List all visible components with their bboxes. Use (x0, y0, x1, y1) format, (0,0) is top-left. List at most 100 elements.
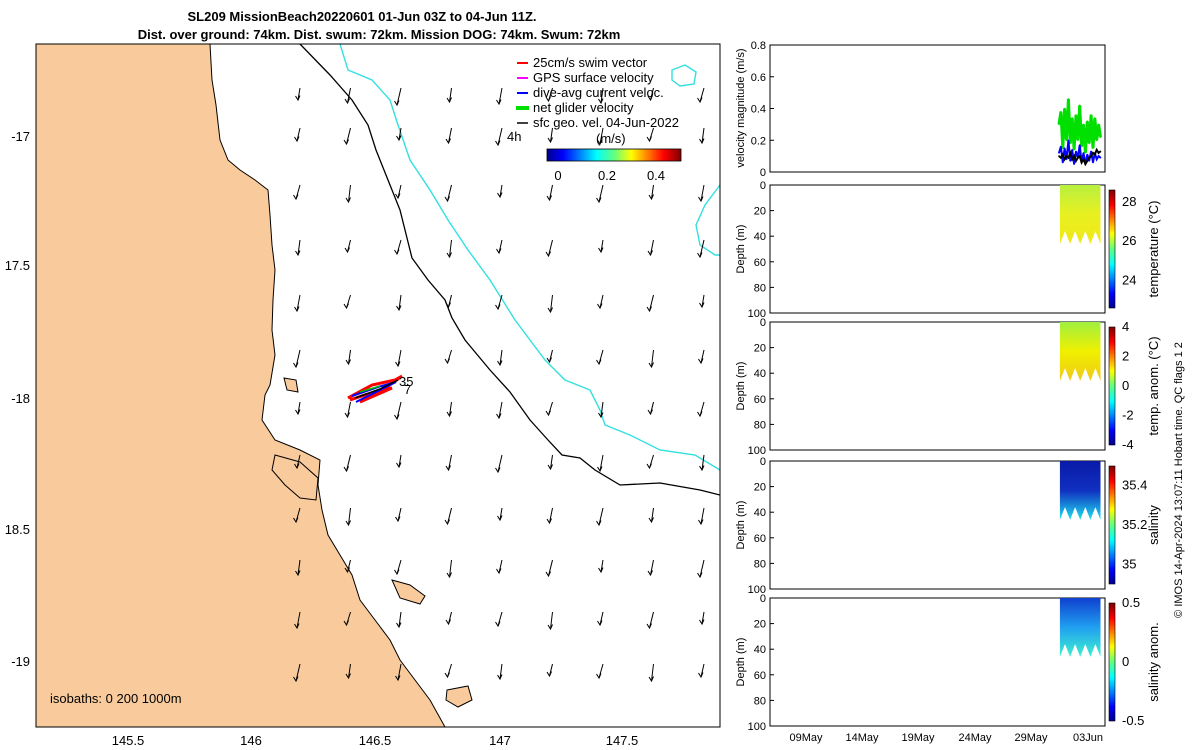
island-hinchinbrook (271, 454, 319, 501)
track-label-35: 35 (399, 374, 413, 389)
isobath-200m (299, 44, 720, 496)
velocity-arrow (446, 401, 452, 418)
velocity-arrow (444, 349, 452, 365)
depth-axes (769, 460, 1106, 590)
y-tick-label: 0 (760, 317, 766, 329)
velocity-point (1075, 114, 1077, 116)
velocity-arrow (495, 611, 503, 628)
velocity-arrow (646, 127, 654, 143)
velocity-arrow (344, 401, 351, 419)
colorbar (1108, 189, 1116, 309)
velocity-arrow (597, 611, 604, 627)
y-tick-label: 0 (760, 593, 766, 605)
colorbar (1108, 602, 1116, 722)
velocity-point (1078, 144, 1081, 146)
velocity-point (1062, 153, 1064, 156)
velocity-arrow (648, 349, 654, 369)
depth-ylabel: Depth (m) (735, 638, 747, 687)
depth-ylabel: Depth (m) (735, 225, 747, 274)
velocity-point (1062, 147, 1064, 149)
velocity-arrow (647, 401, 654, 416)
y-tick-label: 0 (760, 456, 766, 468)
velocity-point (1086, 153, 1089, 156)
y-tick-label: 20 (754, 619, 766, 631)
velocity-arrow (597, 454, 604, 473)
velocity-point (1073, 155, 1075, 157)
depth-panel: 0 20 40 60 80 100 Depth (m) 28 26 24 temperature (… (735, 180, 1161, 320)
svg-text:GPS surface velocity: GPS surface velocity (533, 70, 654, 85)
colorbar-tick: 26 (1122, 233, 1136, 248)
velocity-arrow (293, 349, 301, 369)
colorbar-label: temp. anom. (°C) (1146, 336, 1161, 435)
legend-item-gps-surface: GPS surface velocity (517, 70, 654, 85)
lat-tick: -19 (11, 654, 30, 669)
velocity-point (1097, 152, 1100, 154)
y-tick-label: 100 (748, 308, 766, 320)
y-tick-label: 20 (754, 482, 766, 494)
map-frame (35, 43, 721, 728)
velocity-arrow (597, 127, 604, 146)
y-tick-label: 80 (754, 419, 766, 431)
velocity-arrow (446, 239, 452, 259)
velocity-point (1058, 152, 1060, 154)
velocity-arrow (293, 184, 301, 201)
velocity-arrow (598, 239, 604, 254)
velocity-panel: 0 0.2 0.4 0.6 0.8 velocity magnitude (m/s) (735, 40, 1106, 179)
colorbar-tick: 0.5 (1122, 595, 1140, 610)
lon-tick: 147.5 (606, 733, 639, 748)
velocity-arrow (596, 663, 604, 680)
y-tick-label: 0.4 (751, 104, 766, 116)
map-panel: 35 7 -17 17.5 -18 18.5 -19 145.5 146 146… (5, 43, 721, 748)
velocity-point (1077, 139, 1079, 142)
time-tick: 29May (1014, 732, 1048, 744)
y-tick-label: 20 (754, 206, 766, 218)
velocity-arrow (396, 611, 402, 629)
velocity-arrow (445, 611, 452, 626)
velocity-point (1099, 150, 1102, 153)
isobath-1000m (339, 44, 720, 471)
velocity-arrow (293, 507, 301, 524)
velocity-arrow (444, 184, 452, 203)
colorbar (1108, 465, 1116, 585)
velocity-arrow (343, 127, 351, 146)
velocity-arrow (647, 239, 654, 257)
velocity-point (1082, 123, 1085, 126)
depth-ylabel: Depth (m) (735, 501, 747, 550)
velocity-arrow (344, 87, 351, 105)
depth-axes (769, 321, 1106, 451)
y-tick-label: 0 (760, 180, 766, 192)
colorbar-tick: 2 (1122, 349, 1129, 364)
colorbar-tick: 4 (1122, 319, 1129, 334)
velocity-point (1069, 142, 1072, 145)
velocity-axes (769, 44, 1106, 173)
velocity-arrow (647, 87, 654, 102)
colorbar-tick: -0.5 (1122, 713, 1144, 728)
y-tick-label: 40 (754, 644, 766, 656)
depth-data-patch (1059, 598, 1101, 657)
y-tick-label: 0.2 (751, 135, 766, 147)
velocity-point (1071, 117, 1073, 119)
velocity-point (1058, 123, 1060, 126)
velocity-arrow (698, 507, 705, 526)
velocity-point (1086, 160, 1089, 162)
velocity-point (1065, 155, 1068, 157)
legend-colorbar-title: (m/s) (596, 131, 626, 146)
velocity-point (1097, 123, 1100, 126)
velocity-arrow (647, 559, 654, 577)
island-palm (391, 579, 426, 605)
velocity-point (1082, 152, 1085, 154)
island-small (283, 377, 299, 393)
velocity-point (1063, 147, 1066, 149)
lat-axis: -17 17.5 -18 18.5 -19 (5, 129, 30, 669)
velocity-point (1067, 139, 1070, 142)
lat-tick: -17 (11, 129, 30, 144)
velocity-arrow (596, 184, 604, 204)
title-line-2: Dist. over ground: 74km. Dist. swum: 72k… (138, 27, 621, 42)
velocity-arrow (295, 239, 301, 257)
velocity-point (1095, 149, 1098, 151)
velocity-arrow (294, 454, 301, 470)
time-series-panels: 0 0.2 0.4 0.6 0.8 velocity magnitude (m/s) 0… (735, 40, 1185, 744)
velocity-arrow (395, 663, 402, 682)
velocity-arrow (295, 401, 301, 416)
